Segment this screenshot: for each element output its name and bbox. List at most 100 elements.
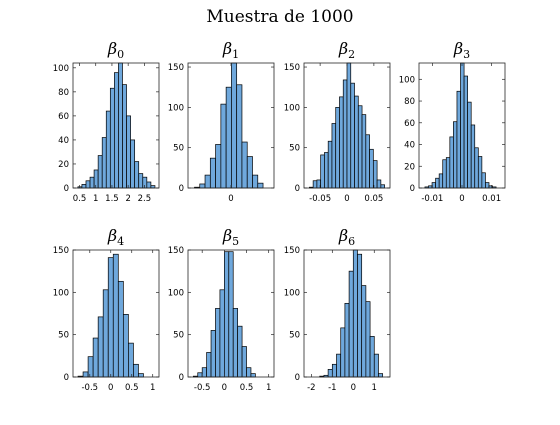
histogram-bar — [312, 180, 318, 189]
histogram-bar — [97, 155, 103, 189]
histogram-bar — [112, 253, 119, 378]
panel-title-symbol: β — [338, 39, 348, 58]
x-tick-label: 0.01 — [482, 194, 501, 204]
x-tick-label: -1 — [328, 383, 336, 393]
histogram-bar — [327, 369, 333, 378]
histogram-bar — [380, 184, 385, 189]
x-tick-label: 1 — [266, 383, 271, 393]
histogram-bar — [361, 114, 367, 189]
histogram-bar — [204, 174, 211, 189]
x-tick-label: -0.5 — [81, 383, 98, 393]
x-tick-label: 1.5 — [105, 194, 119, 204]
x-tick-label: 0.5 — [73, 194, 87, 204]
y-tick-label: 50 — [289, 144, 300, 154]
histogram-bar — [456, 90, 461, 189]
histogram-bar — [87, 356, 94, 378]
y-tick-label: 150 — [53, 246, 69, 256]
panel-title: β5 — [222, 226, 239, 248]
panel-title-symbol: β — [453, 39, 463, 58]
histogram-bar — [481, 172, 486, 189]
panel-title-symbol: β — [107, 226, 117, 245]
histogram-bar — [373, 353, 379, 378]
panel-title-symbol: β — [338, 226, 348, 245]
histogram-bar — [327, 140, 333, 189]
y-tick-label: 150 — [284, 63, 300, 73]
x-tick-label: -0.5 — [194, 383, 211, 393]
histogram-bar — [376, 179, 382, 189]
y-tick-label: 100 — [168, 288, 184, 298]
x-tick-label: -0.01 — [421, 194, 443, 204]
y-tick-label: 20 — [58, 160, 69, 170]
histogram-bar — [81, 184, 87, 189]
histogram-bar — [350, 82, 355, 189]
histogram-bar — [241, 141, 248, 189]
histogram-bar — [357, 253, 363, 378]
histogram-bar — [126, 115, 131, 189]
y-tick-label: 100 — [399, 75, 415, 85]
histogram-bar — [324, 152, 329, 189]
histogram-bar — [348, 270, 354, 378]
histogram-bar — [93, 169, 99, 189]
histogram-bar — [122, 314, 129, 378]
histogram-bar — [361, 285, 367, 378]
histogram-bar — [460, 62, 465, 189]
x-tick-label: 0 — [222, 383, 227, 393]
histogram-bar — [463, 75, 468, 189]
panel-title-symbol: β — [222, 226, 232, 245]
histogram-bar — [85, 180, 91, 189]
histogram-bar — [101, 137, 107, 189]
histogram-panel-6: -2 -1 0 1 0 50 100 150 β6 — [284, 226, 391, 393]
histogram-bar — [105, 110, 111, 189]
y-tick-label: 100 — [53, 64, 69, 74]
histogram-bar — [241, 346, 247, 378]
histogram-bar — [220, 103, 227, 189]
y-tick-label: 150 — [284, 246, 300, 256]
histogram-bar — [231, 62, 238, 189]
y-tick-label: 100 — [53, 288, 69, 298]
x-tick-label: 0 — [344, 194, 349, 204]
histogram-bar — [215, 308, 221, 378]
panel-title: β4 — [107, 226, 124, 248]
histogram-bar — [344, 302, 350, 378]
panel-title-subscript: 1 — [232, 48, 239, 61]
x-tick-label: 0 — [459, 194, 464, 204]
histogram-bar — [232, 308, 239, 378]
y-tick-label: 100 — [284, 103, 300, 113]
histogram-bar — [438, 173, 444, 189]
y-tick-label: 50 — [173, 144, 184, 154]
histogram-bar — [138, 173, 144, 189]
axes-frame — [72, 249, 160, 378]
histogram-bar — [339, 96, 344, 189]
y-tick-label: 60 — [58, 112, 69, 122]
histogram-bar — [335, 106, 340, 189]
histogram-bar — [82, 371, 89, 378]
panel-title-symbol: β — [107, 39, 117, 58]
panel-title: β0 — [107, 39, 124, 61]
x-tick-label: 2.5 — [138, 194, 152, 204]
histogram-bar — [369, 148, 374, 189]
y-tick-label: 50 — [289, 331, 300, 341]
x-tick-label: 2 — [125, 194, 130, 204]
panel-title-subscript: 0 — [117, 48, 124, 61]
panel-title-subscript: 3 — [463, 48, 470, 61]
y-tick-label: 0 — [64, 373, 69, 383]
y-tick-label: 0 — [295, 184, 300, 194]
y-tick-label: 60 — [404, 119, 415, 129]
histogram-bar — [228, 251, 234, 378]
histogram-bar — [201, 367, 207, 378]
histogram-bar — [378, 373, 384, 378]
histogram-bar — [199, 183, 206, 189]
axes-frame — [303, 249, 391, 378]
histogram-bar — [92, 337, 99, 378]
histogram-panel-5: -0.5 0 0.5 1 0 50 100 150 β5 — [168, 226, 275, 393]
histogram-bar — [102, 289, 109, 378]
histogram-bar — [331, 123, 337, 189]
histogram-bar — [320, 154, 325, 189]
x-tick-label: -2 — [307, 383, 315, 393]
histogram-bar — [445, 157, 451, 189]
panel-title-subscript: 6 — [348, 235, 355, 248]
histogram-bar — [225, 86, 232, 189]
y-tick-label: 20 — [404, 162, 415, 172]
